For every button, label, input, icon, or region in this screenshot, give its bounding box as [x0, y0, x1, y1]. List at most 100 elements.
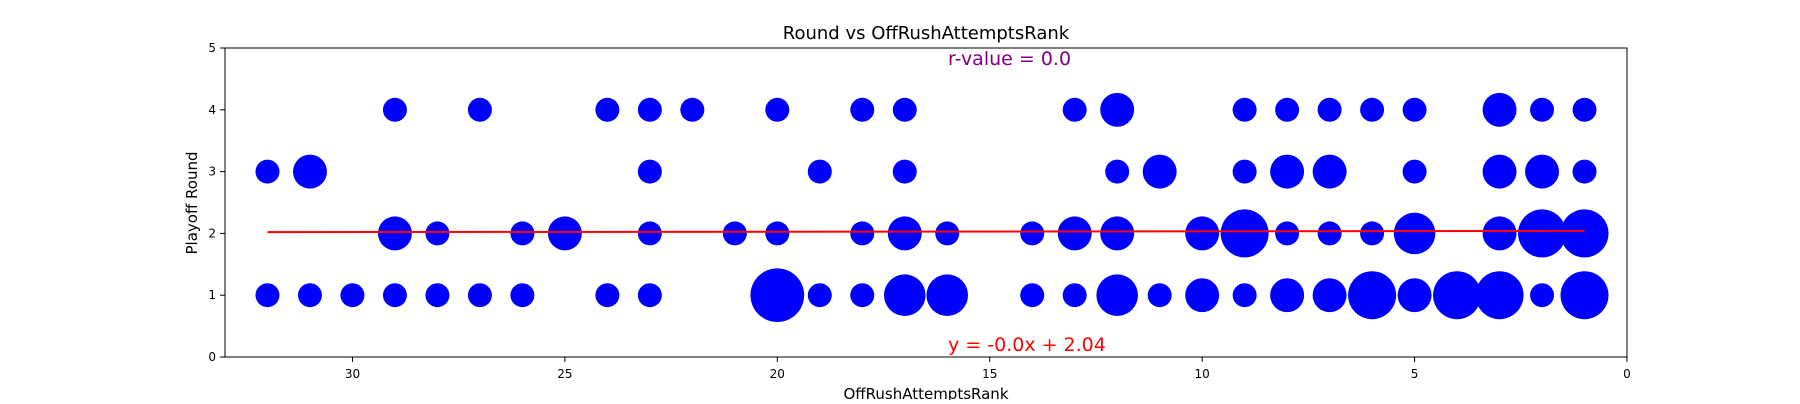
scatter-point — [1572, 97, 1597, 122]
scatter-point — [850, 283, 875, 308]
plot-frame — [224, 47, 1628, 358]
scatter-point — [680, 97, 705, 122]
scatter-point — [1020, 283, 1045, 308]
regression-layer — [267, 229, 1585, 234]
scatter-point — [1312, 154, 1347, 189]
scatter-point — [1518, 209, 1567, 258]
scatter-point — [935, 221, 960, 246]
scatter-point — [1275, 221, 1300, 246]
scatter-point — [1360, 97, 1385, 122]
scatter-point — [887, 216, 922, 251]
scatter-point — [1393, 212, 1436, 255]
scatter-point — [1062, 283, 1087, 308]
scatter-point — [637, 159, 662, 184]
x-axis-ticks: 30 25 20 15 10 5 0 — [345, 357, 1631, 381]
scatter-point — [1100, 216, 1135, 251]
scatter-point — [1482, 92, 1517, 127]
r-value-annotation: r-value = 0.0 — [948, 48, 1071, 70]
scatter-point — [510, 283, 535, 308]
x-tick-label: 25 — [557, 367, 572, 381]
y-axis-label: Playoff Round — [183, 151, 201, 254]
scatter-point — [883, 274, 926, 316]
scatter-point — [1312, 278, 1347, 313]
scatter-point — [1433, 271, 1482, 320]
scatter-point — [382, 283, 407, 308]
scatter-point — [637, 97, 662, 122]
scatter-point — [850, 97, 875, 122]
scatter-point — [255, 159, 280, 184]
scatter-point — [425, 283, 450, 308]
scatter-point — [1270, 154, 1305, 189]
scatter-point — [637, 283, 662, 308]
scatter-point — [1100, 92, 1135, 127]
scatter-point — [1402, 159, 1427, 184]
x-tick-label: 30 — [345, 367, 360, 381]
scatter-point — [1057, 216, 1092, 251]
scatter-point — [1020, 221, 1045, 246]
scatter-point — [1232, 159, 1257, 184]
scatter-point — [595, 283, 620, 308]
scatter-point — [1572, 159, 1597, 184]
scatter-point — [892, 159, 917, 184]
scatter-point — [637, 221, 662, 246]
scatter-point — [765, 221, 790, 246]
scatter-point — [1317, 221, 1342, 246]
scatter-point — [1525, 154, 1560, 189]
scatter-point — [1530, 97, 1555, 122]
x-tick-label: 20 — [770, 367, 785, 381]
scatter-point — [892, 97, 917, 122]
scatter-point — [1220, 209, 1269, 258]
scatter-point — [595, 97, 620, 122]
x-tick-label: 15 — [982, 367, 997, 381]
scatter-point — [467, 283, 492, 308]
scatter-point — [467, 97, 492, 122]
scatter-point — [1560, 209, 1609, 258]
scatter-point — [1397, 278, 1432, 313]
scatter-point — [382, 97, 407, 122]
y-tick-label: 4 — [208, 103, 216, 117]
scatter-point — [340, 283, 365, 308]
scatter-point — [1348, 271, 1397, 320]
y-tick-label: 1 — [208, 288, 216, 302]
points-layer — [255, 92, 1609, 323]
regression-line — [267, 229, 1585, 234]
regression-equation-annotation: y = -0.0x + 2.04 — [948, 334, 1106, 356]
scatter-point — [1475, 271, 1524, 320]
scatter-point — [1147, 283, 1172, 308]
y-tick-label: 2 — [208, 226, 216, 240]
scatter-point — [926, 274, 969, 316]
scatter-point — [1317, 97, 1342, 122]
scatter-point — [1482, 154, 1517, 189]
scatter-point — [1402, 97, 1427, 122]
scatter-point — [1096, 274, 1138, 316]
x-tick-label: 10 — [1195, 367, 1210, 381]
scatter-point — [292, 154, 327, 189]
scatter-point — [1270, 278, 1305, 313]
scatter-point — [255, 283, 280, 308]
scatter-point — [1185, 216, 1220, 251]
x-tick-label: 5 — [1411, 367, 1419, 381]
scatter-point — [1560, 271, 1609, 320]
scatter-point — [1062, 97, 1087, 122]
y-tick-label: 0 — [208, 350, 216, 364]
y-axis-ticks: 0 1 2 3 4 5 — [208, 41, 225, 364]
scatter-point — [377, 216, 412, 251]
chart-title: Round vs OffRushAttemptsRank — [783, 23, 1070, 44]
scatter-point — [510, 221, 535, 246]
scatter-point — [1142, 154, 1177, 189]
scatter-point — [765, 97, 790, 122]
y-tick-label: 5 — [208, 41, 216, 55]
scatter-point — [297, 283, 322, 308]
x-tick-label: 0 — [1623, 367, 1631, 381]
x-axis-label: OffRushAttemptsRank — [843, 385, 1008, 400]
scatter-point — [547, 216, 582, 251]
scatter-point — [1105, 159, 1130, 184]
scatter-point — [722, 221, 747, 246]
scatter-point — [1360, 221, 1385, 246]
scatter-point — [1482, 216, 1517, 251]
scatter-point — [750, 268, 805, 323]
scatter-point — [1185, 278, 1220, 313]
scatter-point — [1232, 97, 1257, 122]
